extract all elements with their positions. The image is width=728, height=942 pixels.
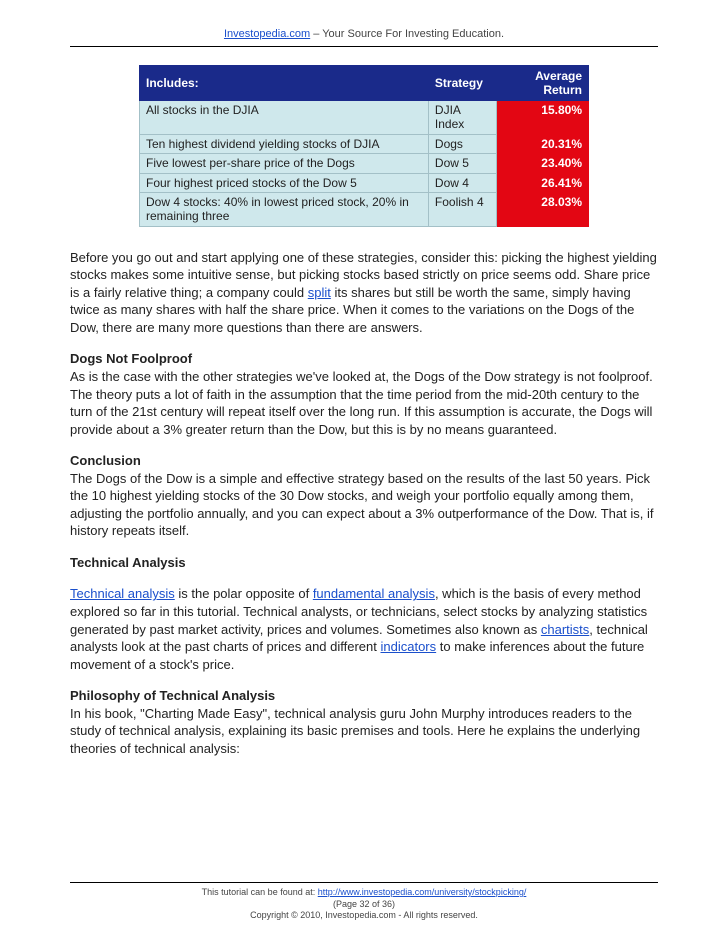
footer-rule bbox=[70, 882, 658, 883]
cell-return: 15.80% bbox=[497, 101, 589, 135]
strategy-table-wrap: Includes: Strategy Average Return All st… bbox=[70, 65, 658, 227]
intro-paragraph: Before you go out and start applying one… bbox=[70, 249, 658, 337]
cell-includes: All stocks in the DJIA bbox=[140, 101, 429, 135]
cell-includes: Four highest priced stocks of the Dow 5 bbox=[140, 173, 429, 192]
header-site-link[interactable]: Investopedia.com bbox=[224, 28, 310, 40]
cell-return: 26.41% bbox=[497, 173, 589, 192]
cell-strategy: Foolish 4 bbox=[428, 192, 497, 226]
heading-dogs-not-foolproof: Dogs Not Foolproof bbox=[70, 350, 658, 368]
link-indicators[interactable]: indicators bbox=[381, 639, 437, 654]
footer-tutorial-link[interactable]: http://www.investopedia.com/university/s… bbox=[318, 887, 527, 897]
heading-conclusion: Conclusion bbox=[70, 452, 658, 470]
footer-copyright: Copyright © 2010, Investopedia.com - All… bbox=[250, 910, 478, 920]
table-header-row: Includes: Strategy Average Return bbox=[140, 66, 589, 101]
page-footer: This tutorial can be found at: http://ww… bbox=[70, 882, 658, 922]
table-row: All stocks in the DJIA DJIA Index 15.80% bbox=[140, 101, 589, 135]
cell-return: 20.31% bbox=[497, 134, 589, 153]
table-row: Five lowest per-share price of the Dogs … bbox=[140, 154, 589, 173]
col-includes: Includes: bbox=[140, 66, 429, 101]
col-strategy: Strategy bbox=[428, 66, 497, 101]
link-fundamental-analysis[interactable]: fundamental analysis bbox=[313, 586, 435, 601]
footer-page-number: (Page 32 of 36) bbox=[333, 899, 395, 909]
table-row: Ten highest dividend yielding stocks of … bbox=[140, 134, 589, 153]
table-row: Dow 4 stocks: 40% in lowest priced stock… bbox=[140, 192, 589, 226]
heading-philosophy: Philosophy of Technical Analysis bbox=[70, 687, 658, 705]
footer-found-label: This tutorial can be found at: bbox=[202, 887, 318, 897]
table-row: Four highest priced stocks of the Dow 5 … bbox=[140, 173, 589, 192]
text: is the polar opposite of bbox=[175, 586, 313, 601]
cell-includes: Five lowest per-share price of the Dogs bbox=[140, 154, 429, 173]
header-tagline: – Your Source For Investing Education. bbox=[310, 28, 504, 40]
strategy-table: Includes: Strategy Average Return All st… bbox=[139, 65, 589, 227]
heading-technical-analysis: Technical Analysis bbox=[70, 554, 658, 572]
cell-strategy: Dow 5 bbox=[428, 154, 497, 173]
cell-strategy: DJIA Index bbox=[428, 101, 497, 135]
conclusion-paragraph: The Dogs of the Dow is a simple and effe… bbox=[70, 470, 658, 540]
link-chartists[interactable]: chartists bbox=[541, 622, 589, 637]
dogs-paragraph: As is the case with the other strategies… bbox=[70, 368, 658, 438]
header-rule bbox=[70, 46, 658, 47]
philosophy-paragraph: In his book, "Charting Made Easy", techn… bbox=[70, 705, 658, 758]
technical-analysis-paragraph: Technical analysis is the polar opposite… bbox=[70, 585, 658, 673]
cell-return: 23.40% bbox=[497, 154, 589, 173]
cell-includes: Dow 4 stocks: 40% in lowest priced stock… bbox=[140, 192, 429, 226]
cell-return: 28.03% bbox=[497, 192, 589, 226]
col-avg-return: Average Return bbox=[497, 66, 589, 101]
content: Before you go out and start applying one… bbox=[70, 249, 658, 758]
link-technical-analysis[interactable]: Technical analysis bbox=[70, 586, 175, 601]
link-split[interactable]: split bbox=[308, 285, 331, 300]
page-header: Investopedia.com – Your Source For Inves… bbox=[70, 28, 658, 44]
cell-strategy: Dow 4 bbox=[428, 173, 497, 192]
cell-includes: Ten highest dividend yielding stocks of … bbox=[140, 134, 429, 153]
cell-strategy: Dogs bbox=[428, 134, 497, 153]
